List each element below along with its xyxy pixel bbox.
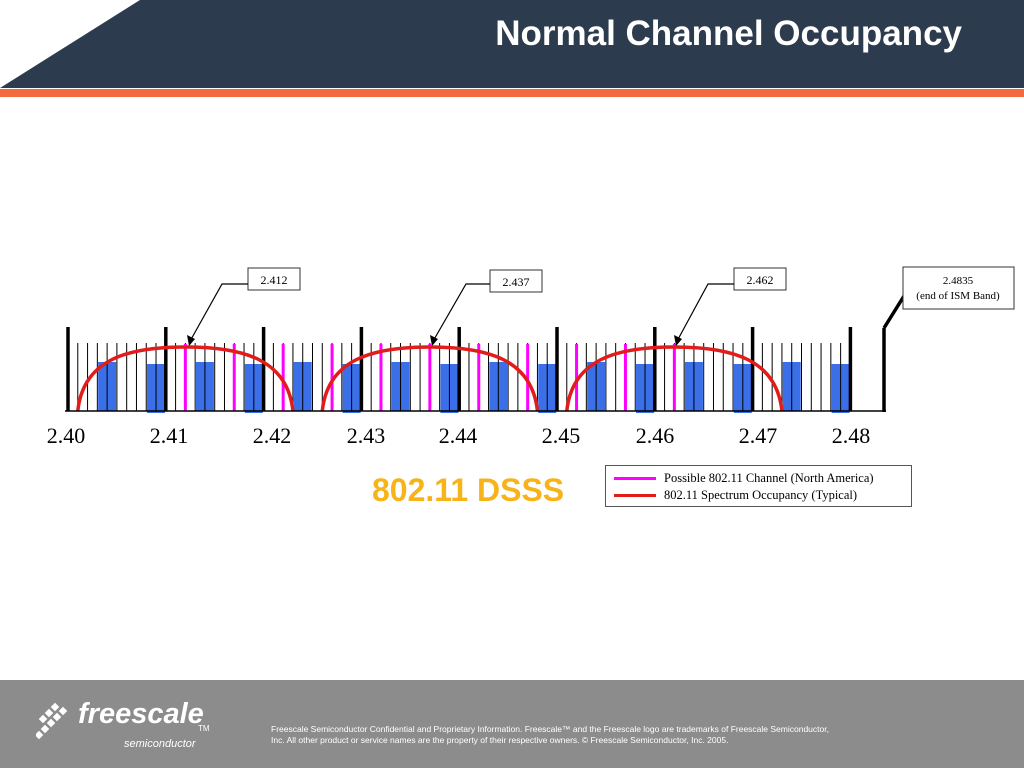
spectrum-curve (76, 345, 295, 412)
frequency-callouts: 2.412 2.437 2.462 2.4835 (end of ISM Ban… (187, 266, 1015, 346)
legend-item-spectrum-occupancy: 802.11 Spectrum Occupancy (Typical) (614, 487, 857, 503)
logo-trademark: TM (198, 724, 210, 733)
slide-footer: freescale TM semiconductor Freescale Sem… (0, 680, 1024, 768)
callout-note: (end of ISM Band) (916, 290, 1000, 302)
legend-swatch (614, 476, 656, 480)
spectrum-curves (76, 345, 784, 412)
callout-label: 2.4835 (943, 275, 974, 287)
tick-label: 2.41 (150, 423, 189, 448)
logo-subtitle: semiconductor (124, 738, 196, 750)
slide-title: Normal Channel Occupancy (495, 14, 962, 53)
band-end-leader (882, 295, 906, 329)
spectrum-curve (565, 345, 784, 412)
tick-label: 2.48 (832, 423, 871, 448)
channel-occupancy-diagram: 2.40 2.41 2.42 2.43 2.44 2.45 2.46 2.47 2.48 2.4… (47, 266, 1015, 448)
signal-bars (98, 362, 850, 413)
callout-2-412: 2.412 (187, 267, 301, 346)
legend: Possible 802.11 Channel (North America) … (605, 465, 912, 507)
tick-label: 2.46 (636, 423, 675, 448)
header-background (0, 0, 1024, 88)
callout-2-437: 2.437 (430, 269, 543, 346)
callout-2-4835: 2.4835 (end of ISM Band) (902, 266, 1015, 310)
callout-2-462: 2.462 (674, 267, 787, 346)
logo-wordmark: freescale (78, 698, 204, 730)
legend-swatch (614, 493, 656, 497)
callout-label: 2.462 (747, 273, 774, 287)
legend-item-possible-channel: Possible 802.11 Channel (North America) (614, 470, 874, 486)
header-accent-stripe (0, 89, 1024, 97)
legal-notice: Freescale Semiconductor Confidential and… (271, 724, 829, 745)
tick-label: 2.42 (253, 423, 292, 448)
axis-tick-labels: 2.40 2.41 2.42 2.43 2.44 2.45 2.46 2.47 2.48 (47, 423, 871, 448)
callout-label: 2.437 (503, 275, 530, 289)
tick-label: 2.44 (439, 423, 478, 448)
tick-label: 2.40 (47, 423, 86, 448)
callout-label: 2.412 (261, 273, 288, 287)
spectrum-curve (320, 345, 540, 412)
dsss-heading: 802.11 DSSS (372, 472, 565, 508)
legend-label: 802.11 Spectrum Occupancy (Typical) (664, 487, 858, 502)
possible-channel-lines (183, 344, 676, 411)
frequency-axis (65, 295, 906, 412)
tick-label: 2.45 (542, 423, 581, 448)
slide-header (0, 0, 1024, 97)
tick-label: 2.43 (347, 423, 386, 448)
legend-label: Possible 802.11 Channel (North America) (664, 470, 874, 485)
freescale-logo-icon (36, 702, 68, 740)
tick-label: 2.47 (739, 423, 778, 448)
